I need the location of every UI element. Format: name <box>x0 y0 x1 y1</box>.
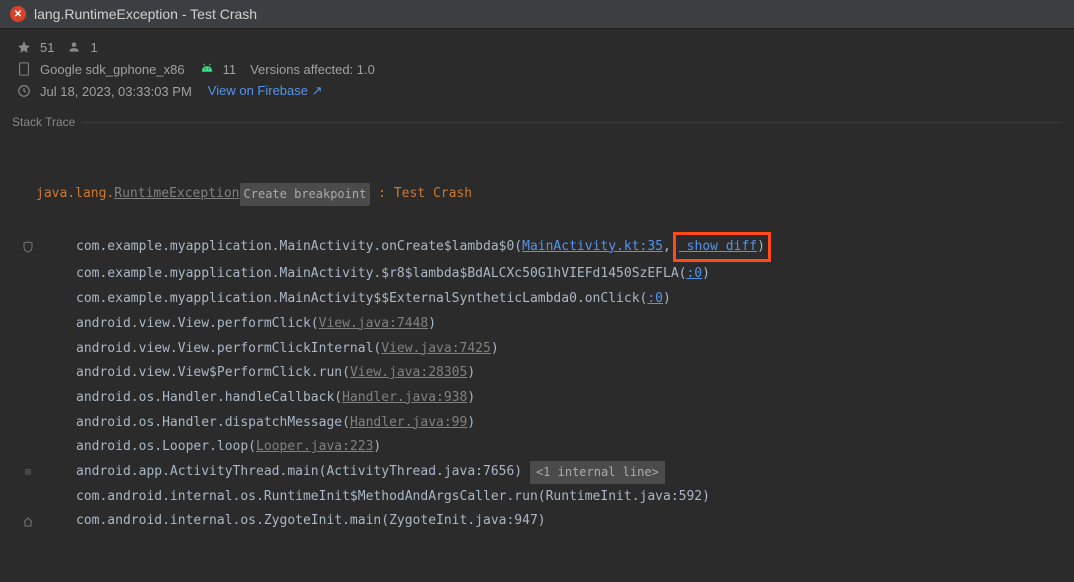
frame-text: com.example.myapplication.MainActivity.o… <box>76 235 522 260</box>
counts-row: 51 1 <box>16 39 1058 55</box>
crash-title: lang.RuntimeException - Test Crash <box>34 6 257 22</box>
api-level: 11 <box>223 62 237 77</box>
stacktrace: java.lang.RuntimeException Create breakp… <box>0 131 1074 544</box>
frame-text: android.view.View$PerformClick.run( <box>76 361 350 386</box>
stack-frame: android.view.View.performClickInternal(V… <box>20 337 1074 362</box>
frame-text: android.app.ActivityThread.main(Activity… <box>76 460 530 485</box>
stack-frame: com.example.myapplication.MainActivity.o… <box>20 232 1074 263</box>
stack-frame: com.example.myapplication.MainActivity$$… <box>20 287 1074 312</box>
gutter-icon[interactable] <box>20 241 36 253</box>
frame-text: com.android.internal.os.ZygoteInit.main(… <box>76 509 546 534</box>
device-name: Google sdk_gphone_x86 <box>40 62 185 77</box>
device-row: Google sdk_gphone_x86 11 Versions affect… <box>16 61 1058 77</box>
source-link[interactable]: Looper.java:223 <box>256 435 373 460</box>
device-icon <box>16 61 32 77</box>
clock-icon <box>16 83 32 99</box>
user-count-icon <box>66 39 82 55</box>
frame-tail: ) <box>467 411 475 436</box>
source-link[interactable]: View.java:7448 <box>319 312 429 337</box>
frame-tail: ) <box>491 337 499 362</box>
exception-header: java.lang.RuntimeException Create breakp… <box>20 182 1074 207</box>
source-link[interactable]: Handler.java:99 <box>350 411 467 436</box>
gutter-icon[interactable]: ⊞ <box>20 463 36 482</box>
timestamp: Jul 18, 2023, 03:33:03 PM <box>40 84 192 99</box>
frame-text: android.os.Looper.loop( <box>76 435 256 460</box>
frame-text: com.android.internal.os.RuntimeInit$Meth… <box>76 485 710 510</box>
frame-tail: ) <box>702 262 710 287</box>
frame-text: android.os.Handler.handleCallback( <box>76 386 342 411</box>
stack-frame: ⊞ android.app.ActivityThread.main(Activit… <box>20 460 1074 485</box>
frame-tail: ) <box>757 239 765 254</box>
show-diff-highlight: show diff) <box>673 232 771 263</box>
crash-count-icon <box>16 39 32 55</box>
frame-text: android.os.Handler.dispatchMessage( <box>76 411 350 436</box>
frame-text: android.view.View.performClick( <box>76 312 319 337</box>
metadata-section: 51 1 Google sdk_gphone_x86 11 Versions a… <box>0 29 1074 111</box>
source-link[interactable]: MainActivity.kt:35 <box>522 235 663 260</box>
frame-text: com.example.myapplication.MainActivity.$… <box>76 262 686 287</box>
exception-prefix: java.lang. <box>36 182 114 207</box>
stack-frame: android.view.View.performClick(View.java… <box>20 312 1074 337</box>
frame-tail: ) <box>467 386 475 411</box>
stack-frame: com.android.internal.os.ZygoteInit.main(… <box>20 509 1074 534</box>
titlebar: ✕ lang.RuntimeException - Test Crash <box>0 0 1074 29</box>
error-icon: ✕ <box>10 6 26 22</box>
crash-count: 51 <box>40 40 54 55</box>
frame-tail: ) <box>428 312 436 337</box>
exception-class[interactable]: RuntimeException <box>114 182 239 207</box>
stacktrace-label: Stack Trace <box>0 111 1074 131</box>
source-link[interactable]: :0 <box>647 287 663 312</box>
gutter-icon[interactable] <box>20 517 36 527</box>
exception-message: Test Crash <box>394 182 472 207</box>
divider-line <box>81 122 1062 123</box>
frame-text: com.example.myapplication.MainActivity$$… <box>76 287 647 312</box>
timestamp-row: Jul 18, 2023, 03:33:03 PM View on Fireba… <box>16 83 1058 99</box>
view-on-firebase-link[interactable]: View on Firebase ↗ <box>208 83 323 99</box>
stack-frame: android.os.Handler.handleCallback(Handle… <box>20 386 1074 411</box>
stack-frame: com.example.myapplication.MainActivity.$… <box>20 262 1074 287</box>
internal-line-badge[interactable]: <1 internal line> <box>530 461 665 484</box>
source-link[interactable]: View.java:7425 <box>381 337 491 362</box>
source-link[interactable]: View.java:28305 <box>350 361 467 386</box>
stack-frame: android.os.Handler.dispatchMessage(Handl… <box>20 411 1074 436</box>
android-icon <box>199 61 215 77</box>
frame-text: android.view.View.performClickInternal( <box>76 337 381 362</box>
stack-frame: android.view.View$PerformClick.run(View.… <box>20 361 1074 386</box>
source-link[interactable]: :0 <box>686 262 702 287</box>
create-breakpoint-button[interactable]: Create breakpoint <box>240 183 371 206</box>
frame-tail: ) <box>373 435 381 460</box>
source-link[interactable]: Handler.java:938 <box>342 386 467 411</box>
stacktrace-label-text: Stack Trace <box>12 115 75 129</box>
frame-tail: ) <box>663 287 671 312</box>
show-diff-link[interactable]: show diff <box>679 239 757 254</box>
frame-tail: , <box>663 235 671 260</box>
user-count: 1 <box>90 40 97 55</box>
frame-tail: ) <box>467 361 475 386</box>
versions-affected: Versions affected: 1.0 <box>250 62 375 77</box>
sep: : <box>370 182 393 207</box>
stack-frame: android.os.Looper.loop(Looper.java:223) <box>20 435 1074 460</box>
stack-frame: com.android.internal.os.RuntimeInit$Meth… <box>20 485 1074 510</box>
